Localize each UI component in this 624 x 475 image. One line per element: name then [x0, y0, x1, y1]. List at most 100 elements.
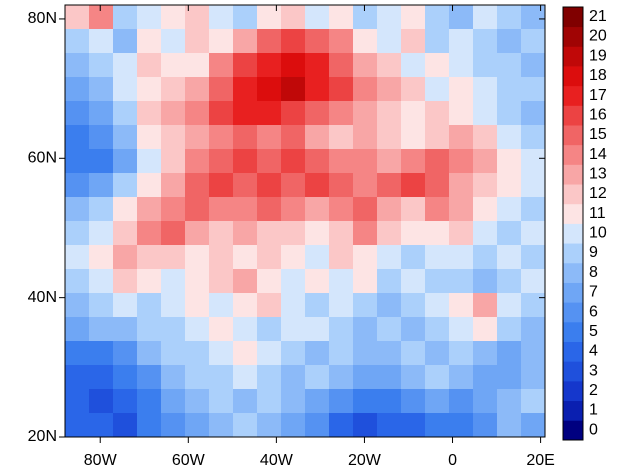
grid-cell [137, 149, 162, 174]
grid-cell [161, 173, 186, 198]
colorbar-swatch [563, 262, 583, 283]
grid-cell [257, 125, 282, 150]
grid-cell [185, 53, 210, 78]
x-tick-label: 80W [84, 452, 118, 469]
grid-cell [185, 413, 210, 438]
grid-cell [353, 221, 378, 246]
grid-cell [233, 365, 258, 390]
grid-cell [113, 365, 138, 390]
grid-cell [233, 317, 258, 342]
grid-cell [113, 221, 138, 246]
grid-cell [89, 365, 114, 390]
grid-cell [521, 173, 546, 198]
grid-cell [185, 341, 210, 366]
grid-cell [449, 413, 474, 438]
x-tick-label: 60W [172, 452, 206, 469]
grid-cell [377, 197, 402, 222]
grid-cell [257, 101, 282, 126]
grid-cell [89, 389, 114, 414]
grid-cell [185, 5, 210, 30]
grid-cell [473, 317, 498, 342]
grid-cell [257, 365, 282, 390]
grid-cell [113, 53, 138, 78]
grid-cell [257, 389, 282, 414]
grid-cell [449, 101, 474, 126]
colorbar-label: 18 [589, 67, 607, 84]
grid-cell [257, 221, 282, 246]
colorbar-swatch [563, 341, 583, 362]
grid-cell [185, 29, 210, 54]
grid-cell [161, 245, 186, 270]
colorbar-swatch [563, 380, 583, 402]
grid-cell [137, 413, 162, 438]
grid-cell [65, 269, 90, 294]
grid-cell [137, 365, 162, 390]
grid-cell [377, 269, 402, 294]
grid-cell [65, 125, 90, 150]
grid-cell [305, 221, 330, 246]
grid-cell [497, 293, 522, 318]
grid-cell [209, 413, 234, 438]
colorbar-swatch [563, 400, 583, 421]
grid-cell [353, 77, 378, 102]
grid-cell [497, 365, 522, 390]
grid-cell [473, 77, 498, 102]
grid-cell [521, 413, 546, 438]
grid-cell [425, 53, 450, 78]
grid-cell [329, 269, 354, 294]
grid-cell [113, 341, 138, 366]
grid-cell [89, 293, 114, 318]
grid-cell [305, 5, 330, 30]
grid-cell [65, 149, 90, 174]
grid-cell [185, 173, 210, 198]
grid-cell [473, 125, 498, 150]
grid-cell [281, 29, 306, 54]
grid-cell [65, 389, 90, 414]
grid-cell [233, 221, 258, 246]
grid-cell [497, 197, 522, 222]
grid-cell [521, 5, 546, 30]
grid-cell [377, 365, 402, 390]
grid-cell [497, 53, 522, 78]
grid-cell [137, 197, 162, 222]
grid-cell [89, 149, 114, 174]
grid-cell [65, 173, 90, 198]
grid-cell [89, 197, 114, 222]
grid-cell [257, 269, 282, 294]
grid-cell [233, 125, 258, 150]
grid-cell [473, 413, 498, 438]
grid-cell [65, 293, 90, 318]
grid-cell [329, 77, 354, 102]
colorbar-label: 14 [589, 146, 607, 163]
grid-cell [497, 125, 522, 150]
grid-cell [305, 149, 330, 174]
grid-cell [233, 53, 258, 78]
grid-cell [209, 221, 234, 246]
colorbar-swatch [563, 243, 583, 264]
grid-cell [329, 245, 354, 270]
grid-cell [521, 29, 546, 54]
grid-cell [185, 125, 210, 150]
grid-cell [449, 341, 474, 366]
grid-cell [137, 125, 162, 150]
y-tick-label: 40N [28, 289, 57, 306]
y-tick-label: 80N [28, 10, 57, 27]
grid-cell [425, 77, 450, 102]
grid-cell [209, 125, 234, 150]
grid-cell [377, 101, 402, 126]
grid-cell [209, 173, 234, 198]
grid-cell [521, 101, 546, 126]
grid-cell [497, 101, 522, 126]
grid-cell [425, 245, 450, 270]
grid-cell [353, 197, 378, 222]
grid-cell [281, 221, 306, 246]
grid-cell [161, 269, 186, 294]
colorbar-swatch [563, 144, 583, 165]
colorbar-label: 10 [589, 225, 607, 242]
grid-cell [521, 77, 546, 102]
grid-cell [161, 125, 186, 150]
grid-cell [305, 365, 330, 390]
grid-cell [65, 5, 90, 30]
grid-cell [257, 317, 282, 342]
grid-cell [305, 29, 330, 54]
